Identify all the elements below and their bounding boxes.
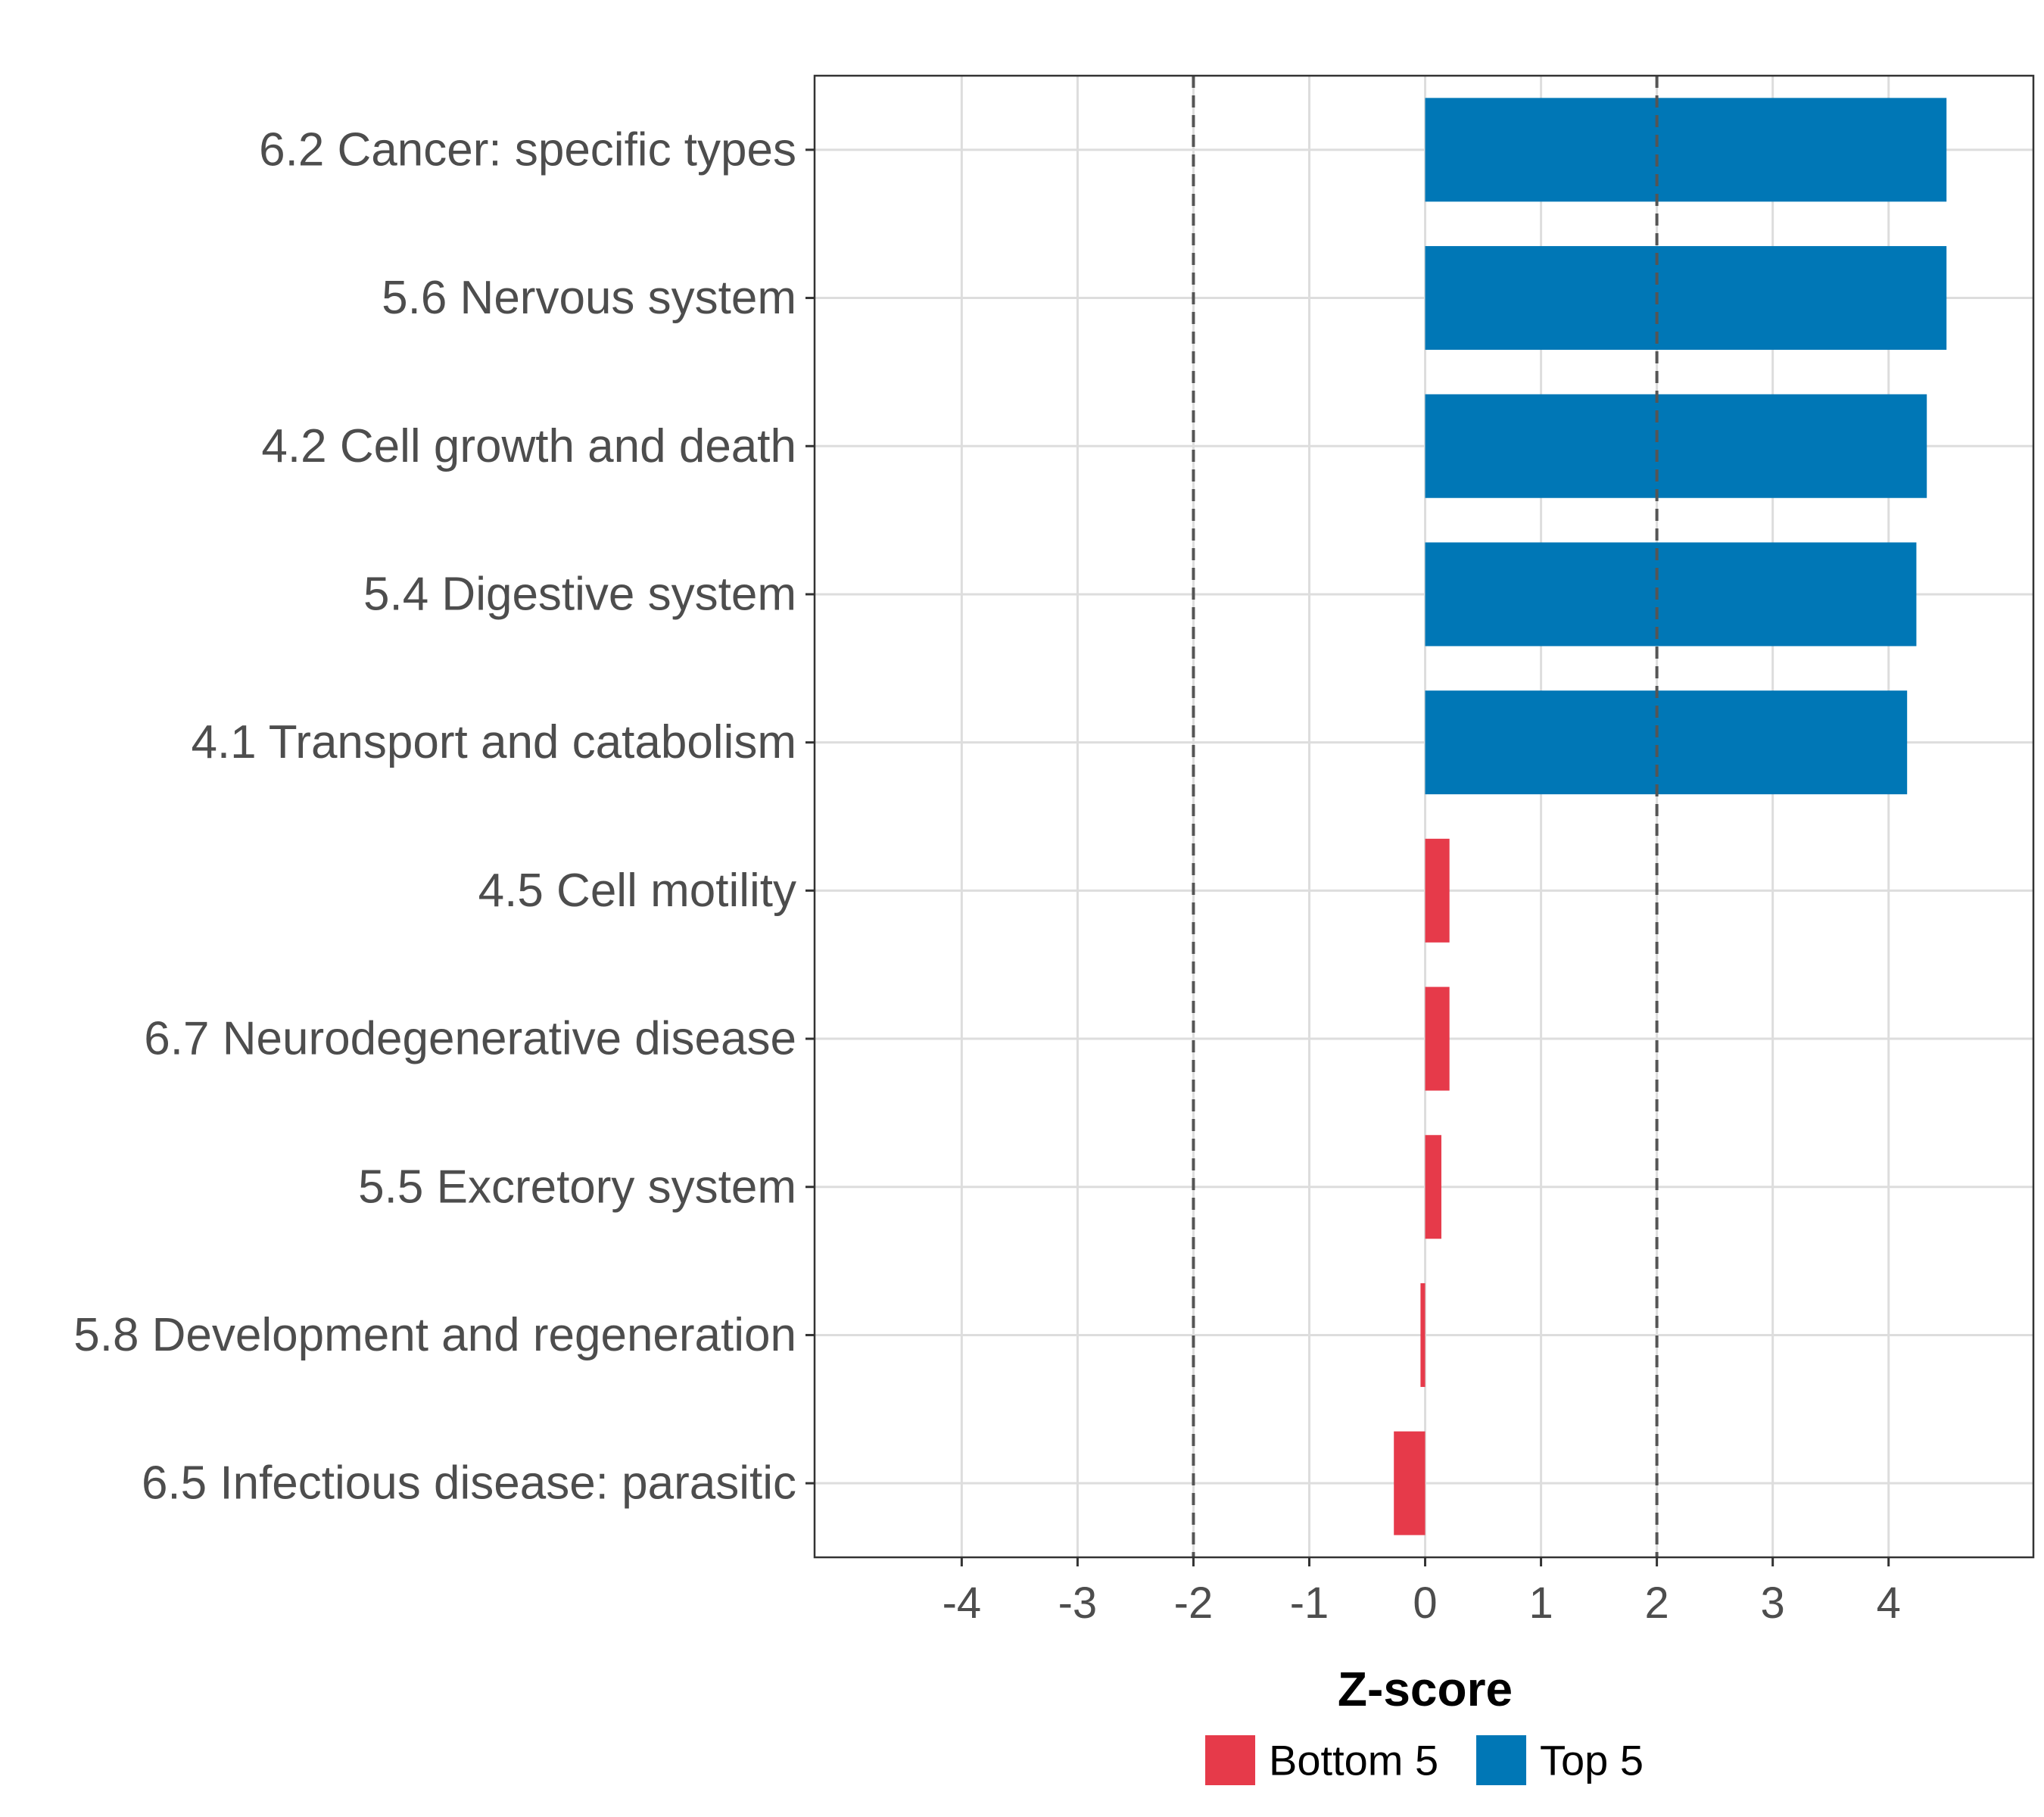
x-tick-label: -4 — [943, 1579, 982, 1628]
x-tick-label: 1 — [1528, 1579, 1553, 1628]
x-tick-label: 2 — [1644, 1579, 1669, 1628]
bar-4-5-cell-motility — [1425, 838, 1450, 943]
x-tick-label: -1 — [1290, 1579, 1329, 1628]
y-tick-label: 4.2 Cell growth and death — [261, 420, 796, 472]
bar-5-6-nervous-system — [1425, 246, 1947, 351]
legend: Bottom 5 Top 5 — [1205, 1735, 1644, 1785]
y-tick-label: 5.8 Development and regeneration — [73, 1309, 796, 1361]
bar-6-2-cancer-specific-types — [1425, 98, 1947, 202]
bar-5-4-digestive-system — [1425, 542, 1917, 647]
x-tick-label: -2 — [1174, 1579, 1214, 1628]
x-tick-label: 0 — [1413, 1579, 1437, 1628]
y-tick-label: 6.5 Infectious disease: parasitic — [142, 1457, 796, 1510]
x-tick-label: 4 — [1877, 1579, 1901, 1628]
bars — [1394, 98, 1947, 1535]
bar-5-8-development-and-regeneration — [1420, 1282, 1426, 1387]
reference-lines — [1192, 76, 1659, 1557]
y-axis: 6.2 Cancer: specific types 5.6 Nervous sy… — [73, 123, 815, 1510]
bar-5-5-excretory-system — [1425, 1135, 1441, 1239]
y-tick-label: 6.2 Cancer: specific types — [259, 123, 796, 176]
y-tick-label: 5.4 Digestive system — [363, 568, 796, 620]
bar-4-1-transport-and-catabolism — [1425, 690, 1908, 795]
bar-4-2-cell-growth-and-death — [1425, 394, 1927, 498]
y-tick-label: 5.5 Excretory system — [358, 1161, 796, 1213]
x-axis-title: Z-score — [1338, 1662, 1513, 1716]
bar-6-7-neurodegenerative-disease — [1425, 986, 1450, 1091]
legend-swatch-top-5 — [1476, 1735, 1527, 1785]
bar-6-5-infectious-disease-parasitic — [1394, 1431, 1426, 1535]
y-tick-label: 4.1 Transport and catabolism — [191, 716, 796, 768]
y-tick-label: 6.7 Neurodegenerative disease — [144, 1013, 796, 1065]
x-axis: -4 -3 -2 -1 0 1 2 3 4 — [943, 1557, 1901, 1628]
legend-label-bottom-5: Bottom 5 — [1269, 1737, 1438, 1784]
y-tick-label: 4.5 Cell motility — [478, 865, 796, 917]
y-tick-label: 5.6 Nervous system — [382, 272, 796, 324]
plot-panel-border — [813, 74, 2035, 1559]
legend-label-top-5: Top 5 — [1540, 1737, 1644, 1784]
x-tick-label: 3 — [1761, 1579, 1785, 1628]
x-tick-label: -3 — [1058, 1579, 1098, 1628]
legend-swatch-bottom-5 — [1205, 1735, 1256, 1785]
